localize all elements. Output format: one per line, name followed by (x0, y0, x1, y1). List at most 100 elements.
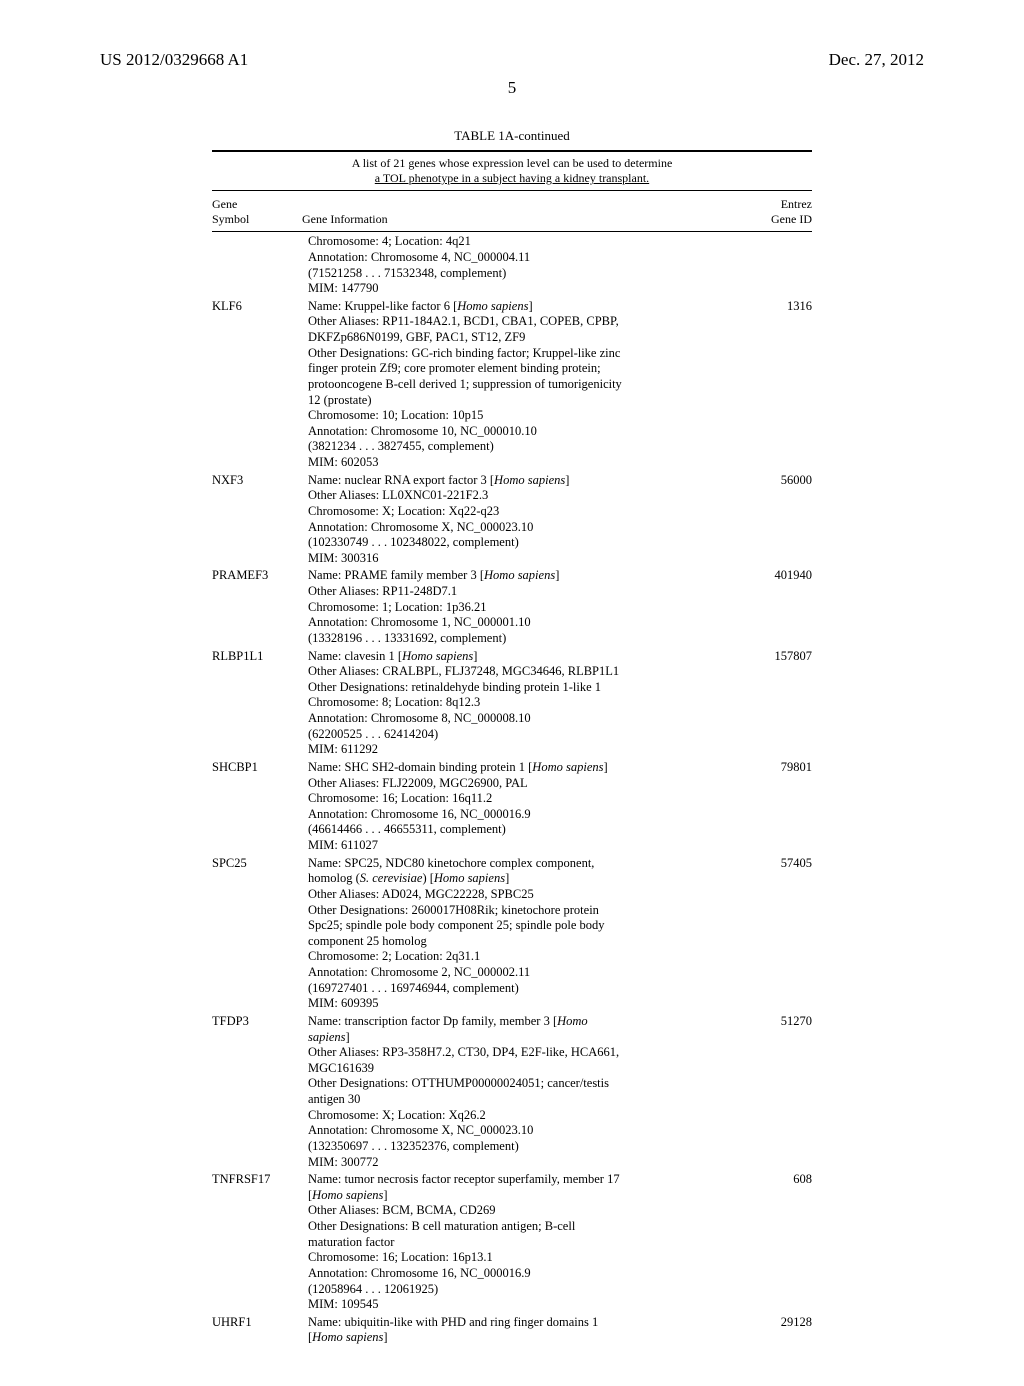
entrez-id: 1316 (742, 299, 812, 471)
info-line: sapiens] (308, 1030, 732, 1046)
info-line: Name: ubiquitin-like with PHD and ring f… (308, 1315, 732, 1331)
info-line: Other Aliases: BCM, BCMA, CD269 (308, 1203, 732, 1219)
table-row: Chromosome: 4; Location: 4q21Annotation:… (212, 232, 812, 297)
entrez-id: 79801 (742, 760, 812, 854)
info-line: MIM: 147790 (308, 281, 732, 297)
gene-info: Name: ubiquitin-like with PHD and ring f… (308, 1315, 742, 1346)
info-line: (46614466 . . . 46655311, complement) (308, 822, 732, 838)
publication-number: US 2012/0329668 A1 (100, 50, 248, 70)
info-line: Other Designations: OTTHUMP00000024051; … (308, 1076, 732, 1092)
info-line: Spc25; spindle pole body component 25; s… (308, 918, 732, 934)
gene-symbol: TFDP3 (212, 1014, 308, 1170)
gene-info: Name: nuclear RNA export factor 3 [Homo … (308, 473, 742, 567)
entrez-id: 56000 (742, 473, 812, 567)
entrez-id: 401940 (742, 568, 812, 646)
info-line: MGC161639 (308, 1061, 732, 1077)
gene-table: TABLE 1A-continued A list of 21 genes wh… (212, 128, 812, 1346)
info-line: MIM: 602053 (308, 455, 732, 471)
info-line: Annotation: Chromosome X, NC_000023.10 (308, 1123, 732, 1139)
info-line: Chromosome: 1; Location: 1p36.21 (308, 600, 732, 616)
info-line: finger protein Zf9; core promoter elemen… (308, 361, 732, 377)
info-line: Other Aliases: AD024, MGC22228, SPBC25 (308, 887, 732, 903)
entrez-id: 608 (742, 1172, 812, 1313)
info-line: component 25 homolog (308, 934, 732, 950)
gene-symbol: UHRF1 (212, 1315, 308, 1346)
info-line: Annotation: Chromosome 16, NC_000016.9 (308, 807, 732, 823)
table-row: NXF3Name: nuclear RNA export factor 3 [H… (212, 471, 812, 567)
caption-line: A list of 21 genes whose expression leve… (212, 156, 812, 171)
entrez-id: 51270 (742, 1014, 812, 1170)
info-line: Name: tumor necrosis factor receptor sup… (308, 1172, 732, 1188)
info-line: maturation factor (308, 1235, 732, 1251)
entrez-id: 157807 (742, 649, 812, 758)
info-line: Chromosome: X; Location: Xq22-q23 (308, 504, 732, 520)
info-line: Other Aliases: RP11-184A2.1, BCD1, CBA1,… (308, 314, 732, 330)
table-caption: A list of 21 genes whose expression leve… (212, 150, 812, 191)
info-line: Name: SHC SH2-domain binding protein 1 [… (308, 760, 732, 776)
info-line: Chromosome: X; Location: Xq26.2 (308, 1108, 732, 1124)
table-title: TABLE 1A-continued (212, 128, 812, 144)
info-line: [Homo sapiens] (308, 1330, 732, 1346)
table-row: SHCBP1Name: SHC SH2-domain binding prote… (212, 758, 812, 854)
col-entrez-id: Entrez Gene ID (742, 197, 812, 227)
info-line: antigen 30 (308, 1092, 732, 1108)
info-line: Chromosome: 2; Location: 2q31.1 (308, 949, 732, 965)
col-gene-info: Gene Information (302, 197, 742, 227)
caption-line: a TOL phenotype in a subject having a ki… (212, 171, 812, 186)
info-line: MIM: 300316 (308, 551, 732, 567)
column-headers: Gene Symbol Gene Information Entrez Gene… (212, 191, 812, 232)
info-line: (13328196 . . . 13331692, complement) (308, 631, 732, 647)
info-line: (132350697 . . . 132352376, complement) (308, 1139, 732, 1155)
gene-info: Name: PRAME family member 3 [Homo sapien… (308, 568, 742, 646)
gene-symbol: RLBP1L1 (212, 649, 308, 758)
info-line: MIM: 609395 (308, 996, 732, 1012)
gene-info: Name: transcription factor Dp family, me… (308, 1014, 742, 1170)
gene-symbol (212, 234, 308, 297)
info-line: Chromosome: 16; Location: 16p13.1 (308, 1250, 732, 1266)
info-line: Annotation: Chromosome 16, NC_000016.9 (308, 1266, 732, 1282)
info-line: protooncogene B-cell derived 1; suppress… (308, 377, 732, 393)
info-line: Other Aliases: FLJ22009, MGC26900, PAL (308, 776, 732, 792)
gene-symbol: SHCBP1 (212, 760, 308, 854)
gene-symbol: TNFRSF17 (212, 1172, 308, 1313)
info-line: Name: transcription factor Dp family, me… (308, 1014, 732, 1030)
gene-info: Name: SHC SH2-domain binding protein 1 [… (308, 760, 742, 854)
info-line: Annotation: Chromosome 4, NC_000004.11 (308, 250, 732, 266)
entrez-id (742, 234, 812, 297)
info-line: 12 (prostate) (308, 393, 732, 409)
info-line: Other Aliases: RP11-248D7.1 (308, 584, 732, 600)
info-line: Chromosome: 4; Location: 4q21 (308, 234, 732, 250)
gene-info: Name: Kruppel-like factor 6 [Homo sapien… (308, 299, 742, 471)
info-line: Chromosome: 10; Location: 10p15 (308, 408, 732, 424)
gene-symbol: NXF3 (212, 473, 308, 567)
info-line: Other Designations: retinaldehyde bindin… (308, 680, 732, 696)
info-line: Other Designations: GC-rich binding fact… (308, 346, 732, 362)
entrez-id: 29128 (742, 1315, 812, 1346)
info-line: Other Designations: 2600017H08Rik; kinet… (308, 903, 732, 919)
info-line: Name: clavesin 1 [Homo sapiens] (308, 649, 732, 665)
info-line: Annotation: Chromosome 2, NC_000002.11 (308, 965, 732, 981)
info-line: DKFZp686N0199, GBF, PAC1, ST12, ZF9 (308, 330, 732, 346)
info-line: Name: PRAME family member 3 [Homo sapien… (308, 568, 732, 584)
info-line: (169727401 . . . 169746944, complement) (308, 981, 732, 997)
gene-info: Name: clavesin 1 [Homo sapiens]Other Ali… (308, 649, 742, 758)
page-number: 5 (90, 78, 934, 98)
info-line: MIM: 611292 (308, 742, 732, 758)
info-line: Annotation: Chromosome 8, NC_000008.10 (308, 711, 732, 727)
gene-info: Name: SPC25, NDC80 kinetochore complex c… (308, 856, 742, 1012)
info-line: (3821234 . . . 3827455, complement) (308, 439, 732, 455)
info-line: Other Aliases: CRALBPL, FLJ37248, MGC346… (308, 664, 732, 680)
table-row: UHRF1Name: ubiquitin-like with PHD and r… (212, 1313, 812, 1346)
table-body: Chromosome: 4; Location: 4q21Annotation:… (212, 232, 812, 1346)
gene-symbol: SPC25 (212, 856, 308, 1012)
info-line: Annotation: Chromosome 10, NC_000010.10 (308, 424, 732, 440)
entrez-id: 57405 (742, 856, 812, 1012)
table-row: RLBP1L1Name: clavesin 1 [Homo sapiens]Ot… (212, 647, 812, 758)
info-line: Name: SPC25, NDC80 kinetochore complex c… (308, 856, 732, 872)
info-line: (12058964 . . . 12061925) (308, 1282, 732, 1298)
table-row: PRAMEF3Name: PRAME family member 3 [Homo… (212, 566, 812, 646)
page-header: US 2012/0329668 A1 Dec. 27, 2012 (90, 50, 934, 70)
info-line: Chromosome: 8; Location: 8q12.3 (308, 695, 732, 711)
info-line: Chromosome: 16; Location: 16q11.2 (308, 791, 732, 807)
info-line: Annotation: Chromosome 1, NC_000001.10 (308, 615, 732, 631)
